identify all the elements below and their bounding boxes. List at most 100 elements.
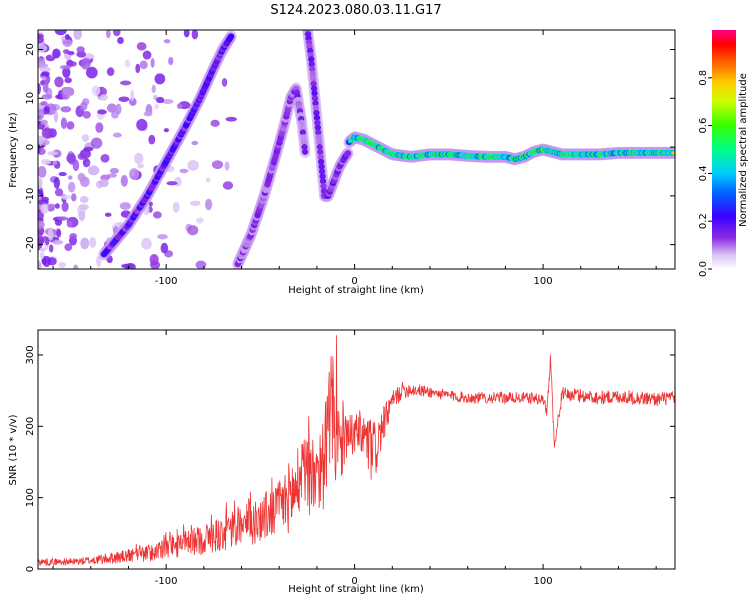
spectrogram-noise-blob bbox=[40, 101, 48, 106]
spectrogram-noise-blob bbox=[210, 119, 220, 127]
spectrogram-ytick-label: 0 bbox=[25, 144, 36, 150]
spectrogram-noise-blob bbox=[106, 67, 115, 77]
snr-panel: -100 0 100 0 100 200 300 Height of straight li… bbox=[8, 329, 676, 595]
spectrogram-noise-blob bbox=[40, 159, 51, 165]
spectrogram-noise-blob bbox=[112, 132, 122, 138]
spectrogram-noise-blob bbox=[38, 220, 45, 230]
spectrogram-noise-blob bbox=[66, 220, 73, 228]
spectrogram-noise-blob bbox=[38, 63, 49, 68]
spectrogram-noise-blob bbox=[64, 77, 72, 84]
colorbar-ticks: 0.0 0.2 0.4 0.6 0.8 bbox=[698, 70, 712, 277]
spectrogram-ridge-cell bbox=[301, 148, 309, 155]
spectrogram-noise-blob bbox=[62, 66, 71, 79]
spectrogram-noise-blob bbox=[104, 212, 112, 217]
spectrogram-ytick-label: 20 bbox=[25, 43, 36, 56]
spectrogram-noise-blob bbox=[205, 198, 213, 211]
spectrogram-ytick-label: -20 bbox=[25, 236, 36, 252]
spectrogram-ridge-cell bbox=[317, 153, 324, 160]
spectrogram-noise-blob bbox=[97, 109, 107, 115]
spectrogram-noise-blob bbox=[38, 33, 44, 39]
spectrogram-noise-blob bbox=[71, 193, 77, 202]
spectrogram-noise-blob bbox=[76, 46, 85, 53]
spectrogram-noise-blob bbox=[79, 176, 90, 188]
spectrogram-noise-blob bbox=[39, 66, 51, 73]
spectrogram-frame bbox=[37, 29, 676, 270]
spectrogram-noise-blob bbox=[120, 80, 132, 86]
spectrogram-noise-blob bbox=[129, 97, 137, 106]
spectrogram-noise-blob bbox=[124, 59, 131, 68]
spectrogram-noise-blob bbox=[54, 30, 67, 36]
spectrogram-noise-blob bbox=[42, 255, 51, 268]
spectrogram-xtick-label: 100 bbox=[534, 276, 553, 287]
snr-marks bbox=[38, 335, 675, 567]
snr-ytick-label: 100 bbox=[25, 488, 36, 507]
spectrogram-ridge-core bbox=[671, 151, 675, 155]
spectrogram-noise-blob bbox=[121, 263, 133, 269]
spectrogram-noise-blob bbox=[40, 71, 50, 77]
spectrogram-noise-blob bbox=[38, 135, 45, 145]
spectrogram-xlabel: Height of straight line (km) bbox=[288, 285, 424, 296]
spectrogram-ridge-cell bbox=[313, 114, 321, 121]
snr-xtick-label: 0 bbox=[351, 576, 357, 587]
spectrogram-ridge-cell bbox=[319, 173, 326, 180]
spectrogram-noise-blob bbox=[45, 237, 50, 246]
spectrogram-noise-blob bbox=[54, 188, 64, 197]
spectrogram-noise-blob bbox=[53, 177, 60, 189]
spectrogram-ridge-cell bbox=[227, 33, 235, 40]
spectrogram-noise-blob bbox=[79, 195, 89, 203]
spectrogram-ridge-cell bbox=[318, 168, 326, 175]
spectrogram-noise-blob bbox=[163, 128, 170, 133]
spectrogram-noise-blob bbox=[191, 30, 199, 40]
spectrogram-noise-blob bbox=[54, 203, 60, 209]
spectrogram-noise-blob bbox=[141, 237, 152, 250]
spectrogram-noise-blob bbox=[160, 242, 169, 254]
spectrogram-noise-blob bbox=[148, 201, 153, 207]
spectrogram-noise-blob bbox=[119, 202, 131, 210]
spectrogram-ridge-cell bbox=[298, 119, 306, 126]
spectrogram-noise-blob bbox=[99, 94, 108, 101]
spectrogram-ridge-cell bbox=[309, 66, 316, 73]
spectrogram-noise-blob bbox=[139, 60, 148, 70]
spectrogram-noise-blob bbox=[62, 39, 73, 47]
spectrogram-noise-blob bbox=[172, 201, 180, 213]
spectrogram-noise-blob bbox=[54, 76, 64, 88]
spectrogram-noise-blob bbox=[137, 163, 144, 169]
spectrogram-noise-blob bbox=[168, 56, 174, 66]
spectrogram-noise-blob bbox=[38, 199, 49, 206]
colorbar: 0.0 0.2 0.4 0.6 0.8 Normalized spectral ampl… bbox=[698, 30, 749, 277]
spectrogram-noise-blob bbox=[66, 153, 76, 164]
spectrogram-xtick-label: -100 bbox=[155, 276, 178, 287]
snr-xlabel: Height of straight line (km) bbox=[288, 584, 424, 595]
spectrogram-ytick-label: 10 bbox=[25, 92, 36, 105]
spectrogram-ridge-cell bbox=[316, 144, 323, 151]
spectrogram-noise-blob bbox=[106, 30, 111, 39]
spectrogram-noise-blob bbox=[85, 66, 98, 79]
spectrogram-noise-blob bbox=[53, 110, 59, 123]
spectrogram-ridge-cell bbox=[310, 85, 318, 92]
spectrogram-noise-blob bbox=[56, 216, 69, 221]
spectrogram-ridge-cell bbox=[317, 148, 324, 155]
spectrogram-noise-blob bbox=[90, 137, 103, 149]
snr-ylabel: SNR (10 * v/v) bbox=[8, 414, 19, 485]
spectrogram-noise-blob bbox=[189, 200, 201, 206]
snr-axes: -100 0 100 0 100 200 300 bbox=[25, 330, 675, 587]
spectrogram-noise-blob bbox=[38, 166, 47, 178]
spectrogram-ridge-cell bbox=[316, 139, 323, 146]
spectrogram-noise-blob bbox=[142, 50, 152, 60]
spectrogram-noise-blob bbox=[78, 210, 86, 221]
spectrogram-ridge-cell bbox=[309, 75, 317, 82]
spectrogram-noise-blob bbox=[106, 103, 117, 113]
spectrogram-noise-blob bbox=[77, 152, 86, 160]
spectrogram-noise-blob bbox=[78, 204, 89, 211]
spectrogram-noise-blob bbox=[136, 118, 148, 131]
spectrogram-noise-blob bbox=[161, 99, 174, 105]
spectrogram-noise-blob bbox=[73, 264, 79, 269]
spectrogram-ridge-cell bbox=[310, 80, 317, 87]
spectrogram-noise-blob bbox=[81, 134, 90, 142]
spectrogram-ridge-cell bbox=[313, 109, 320, 116]
colorbar-tick-label: 0.0 bbox=[698, 261, 709, 277]
spectrogram-noise-blob bbox=[46, 203, 57, 209]
spectrogram-noise-blob bbox=[151, 84, 156, 94]
